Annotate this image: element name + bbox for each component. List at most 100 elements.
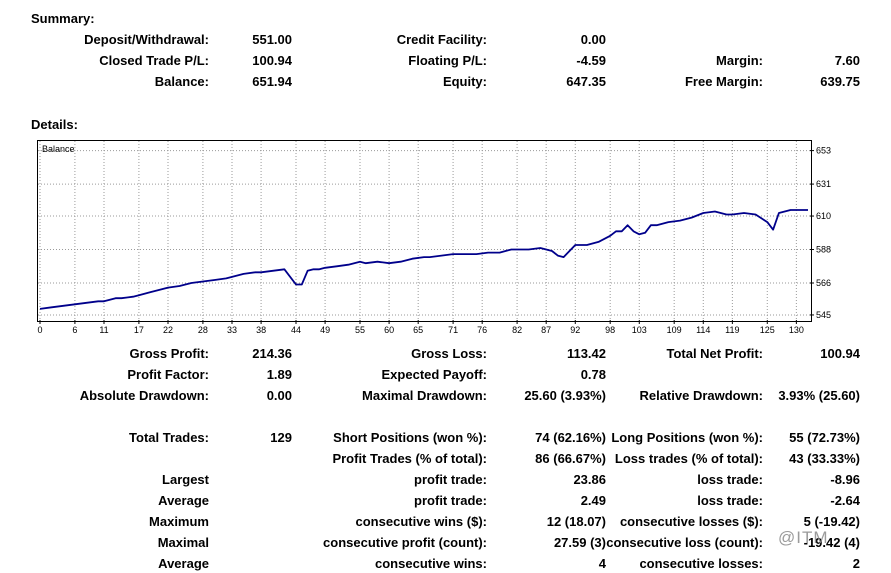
loss-trades-value: 43 (33.33%) xyxy=(789,451,860,466)
equity-label: Equity: xyxy=(442,74,487,89)
summary-title: Summary: xyxy=(31,11,95,26)
x-tick-label: 44 xyxy=(291,325,301,335)
chart-title: Balance xyxy=(42,144,75,154)
max-dd-value: 25.60 (3.93%) xyxy=(524,388,606,403)
y-tick-label: 588 xyxy=(816,245,831,255)
credit-value: 0.00 xyxy=(580,32,606,47)
largest-label: Largest xyxy=(162,472,209,487)
profit-factor-value: 1.89 xyxy=(266,367,292,382)
x-tick-label: 71 xyxy=(448,325,458,335)
largest-loss-value: -8.96 xyxy=(830,472,860,487)
x-tick-label: 55 xyxy=(355,325,365,335)
x-tick-label: 130 xyxy=(789,325,804,335)
abs-dd-value: 0.00 xyxy=(266,388,292,403)
max-cons-losses-label: consecutive losses ($): xyxy=(619,514,763,529)
balance-label: Balance: xyxy=(154,74,209,89)
largest-profit-value: 23.86 xyxy=(573,472,606,487)
largest-profit-label: profit trade: xyxy=(414,472,487,487)
profit-trades-label: Profit Trades (% of total): xyxy=(332,451,487,466)
max-cons-wins-value: 12 (18.07) xyxy=(546,514,606,529)
details-title: Details: xyxy=(31,117,78,132)
free-margin-label: Free Margin: xyxy=(684,74,763,89)
balance-chart xyxy=(37,140,812,322)
floating-label: Floating P/L: xyxy=(408,53,487,68)
floating-value: -4.59 xyxy=(576,53,606,68)
x-tick-label: 0 xyxy=(37,325,42,335)
x-tick-label: 49 xyxy=(320,325,330,335)
maximal-cons-profit-label: consecutive profit (count): xyxy=(323,535,487,550)
maximal-label: Maximal xyxy=(157,535,209,550)
x-tick-label: 98 xyxy=(605,325,615,335)
x-tick-label: 38 xyxy=(256,325,266,335)
rel-dd-value: 3.93% (25.60) xyxy=(778,388,860,403)
average-loss-label: loss trade: xyxy=(697,493,763,508)
long-value: 55 (72.73%) xyxy=(789,430,860,445)
credit-label: Credit Facility: xyxy=(396,32,487,47)
equity-value: 647.35 xyxy=(566,74,606,89)
x-tick-label: 114 xyxy=(696,325,710,335)
average-profit-label: profit trade: xyxy=(414,493,487,508)
gross-profit-label: Gross Profit: xyxy=(129,346,209,361)
expected-payoff-label: Expected Payoff: xyxy=(381,367,487,382)
maximal-cons-profit-value: 27.59 (3) xyxy=(553,535,606,550)
avg-cons-wins-label: consecutive wins: xyxy=(375,556,487,571)
maximum-label: Maximum xyxy=(149,514,209,529)
average-profit-value: 2.49 xyxy=(580,493,606,508)
balance-chart-svg: 0 6 11 17 22 28 33 38 44 49 55 60 65 71 76 82 87 92 98 103 1… xyxy=(37,141,831,335)
deposit-value: 551.00 xyxy=(252,32,292,47)
short-label: Short Positions (won %): xyxy=(333,430,487,445)
gross-profit-value: 214.36 xyxy=(252,346,292,361)
watermark: @ITM xyxy=(778,528,829,547)
closed-pl-value: 100.94 xyxy=(252,53,292,68)
y-tick-label: 610 xyxy=(816,211,831,221)
balance-series-line xyxy=(39,209,808,310)
free-margin-value: 639.75 xyxy=(820,74,860,89)
x-tick-label: 103 xyxy=(632,325,647,335)
maximal-cons-loss-value: -19.42 (4) xyxy=(803,535,860,550)
total-net-value: 100.94 xyxy=(820,346,860,361)
balance-value: 651.94 xyxy=(252,74,292,89)
expected-payoff-value: 0.78 xyxy=(580,367,606,382)
largest-loss-label: loss trade: xyxy=(697,472,763,487)
average-loss-value: -2.64 xyxy=(830,493,860,508)
y-tick-label: 566 xyxy=(816,278,831,288)
rel-dd-label: Relative Drawdown: xyxy=(639,388,763,403)
margin-label: Margin: xyxy=(716,53,763,68)
closed-pl-label: Closed Trade P/L: xyxy=(99,53,209,68)
x-tick-label: 6 xyxy=(72,325,77,335)
average2-label: Average xyxy=(158,556,209,571)
x-tick-label: 33 xyxy=(227,325,237,335)
gross-loss-label: Gross Loss: xyxy=(411,346,487,361)
short-value: 74 (62.16%) xyxy=(535,430,606,445)
x-tick-label: 11 xyxy=(99,325,108,335)
profit-factor-label: Profit Factor: xyxy=(127,367,209,382)
gross-loss-value: 113.42 xyxy=(566,346,606,361)
y-tick-label: 653 xyxy=(816,146,831,156)
x-tick-label: 92 xyxy=(570,325,580,335)
max-cons-losses-value: 5 (-19.42) xyxy=(803,514,860,529)
x-tick-label: 65 xyxy=(413,325,423,335)
total-trades-label: Total Trades: xyxy=(129,430,209,445)
total-trades-value: 129 xyxy=(270,430,292,445)
profit-trades-value: 86 (66.67%) xyxy=(535,451,606,466)
avg-cons-losses-label: consecutive losses: xyxy=(639,556,763,571)
maximal-cons-loss-label: consecutive loss (count): xyxy=(606,535,763,550)
x-tick-label: 22 xyxy=(163,325,173,335)
average-label: Average xyxy=(158,493,209,508)
long-label: Long Positions (won %): xyxy=(611,430,763,445)
x-tick-label: 109 xyxy=(667,325,682,335)
y-tick-label: 545 xyxy=(816,310,831,320)
x-tick-label: 76 xyxy=(477,325,487,335)
margin-value: 7.60 xyxy=(834,53,860,68)
x-tick-label: 17 xyxy=(134,325,144,335)
loss-trades-label: Loss trades (% of total): xyxy=(614,451,763,466)
x-tick-label: 119 xyxy=(725,325,739,335)
x-tick-label: 28 xyxy=(198,325,208,335)
y-tick-label: 631 xyxy=(816,179,831,189)
abs-dd-label: Absolute Drawdown: xyxy=(79,388,209,403)
avg-cons-losses-value: 2 xyxy=(852,556,860,571)
x-tick-label: 125 xyxy=(760,325,775,335)
total-net-label: Total Net Profit: xyxy=(666,346,763,361)
x-tick-label: 82 xyxy=(512,325,522,335)
x-tick-label: 87 xyxy=(541,325,551,335)
